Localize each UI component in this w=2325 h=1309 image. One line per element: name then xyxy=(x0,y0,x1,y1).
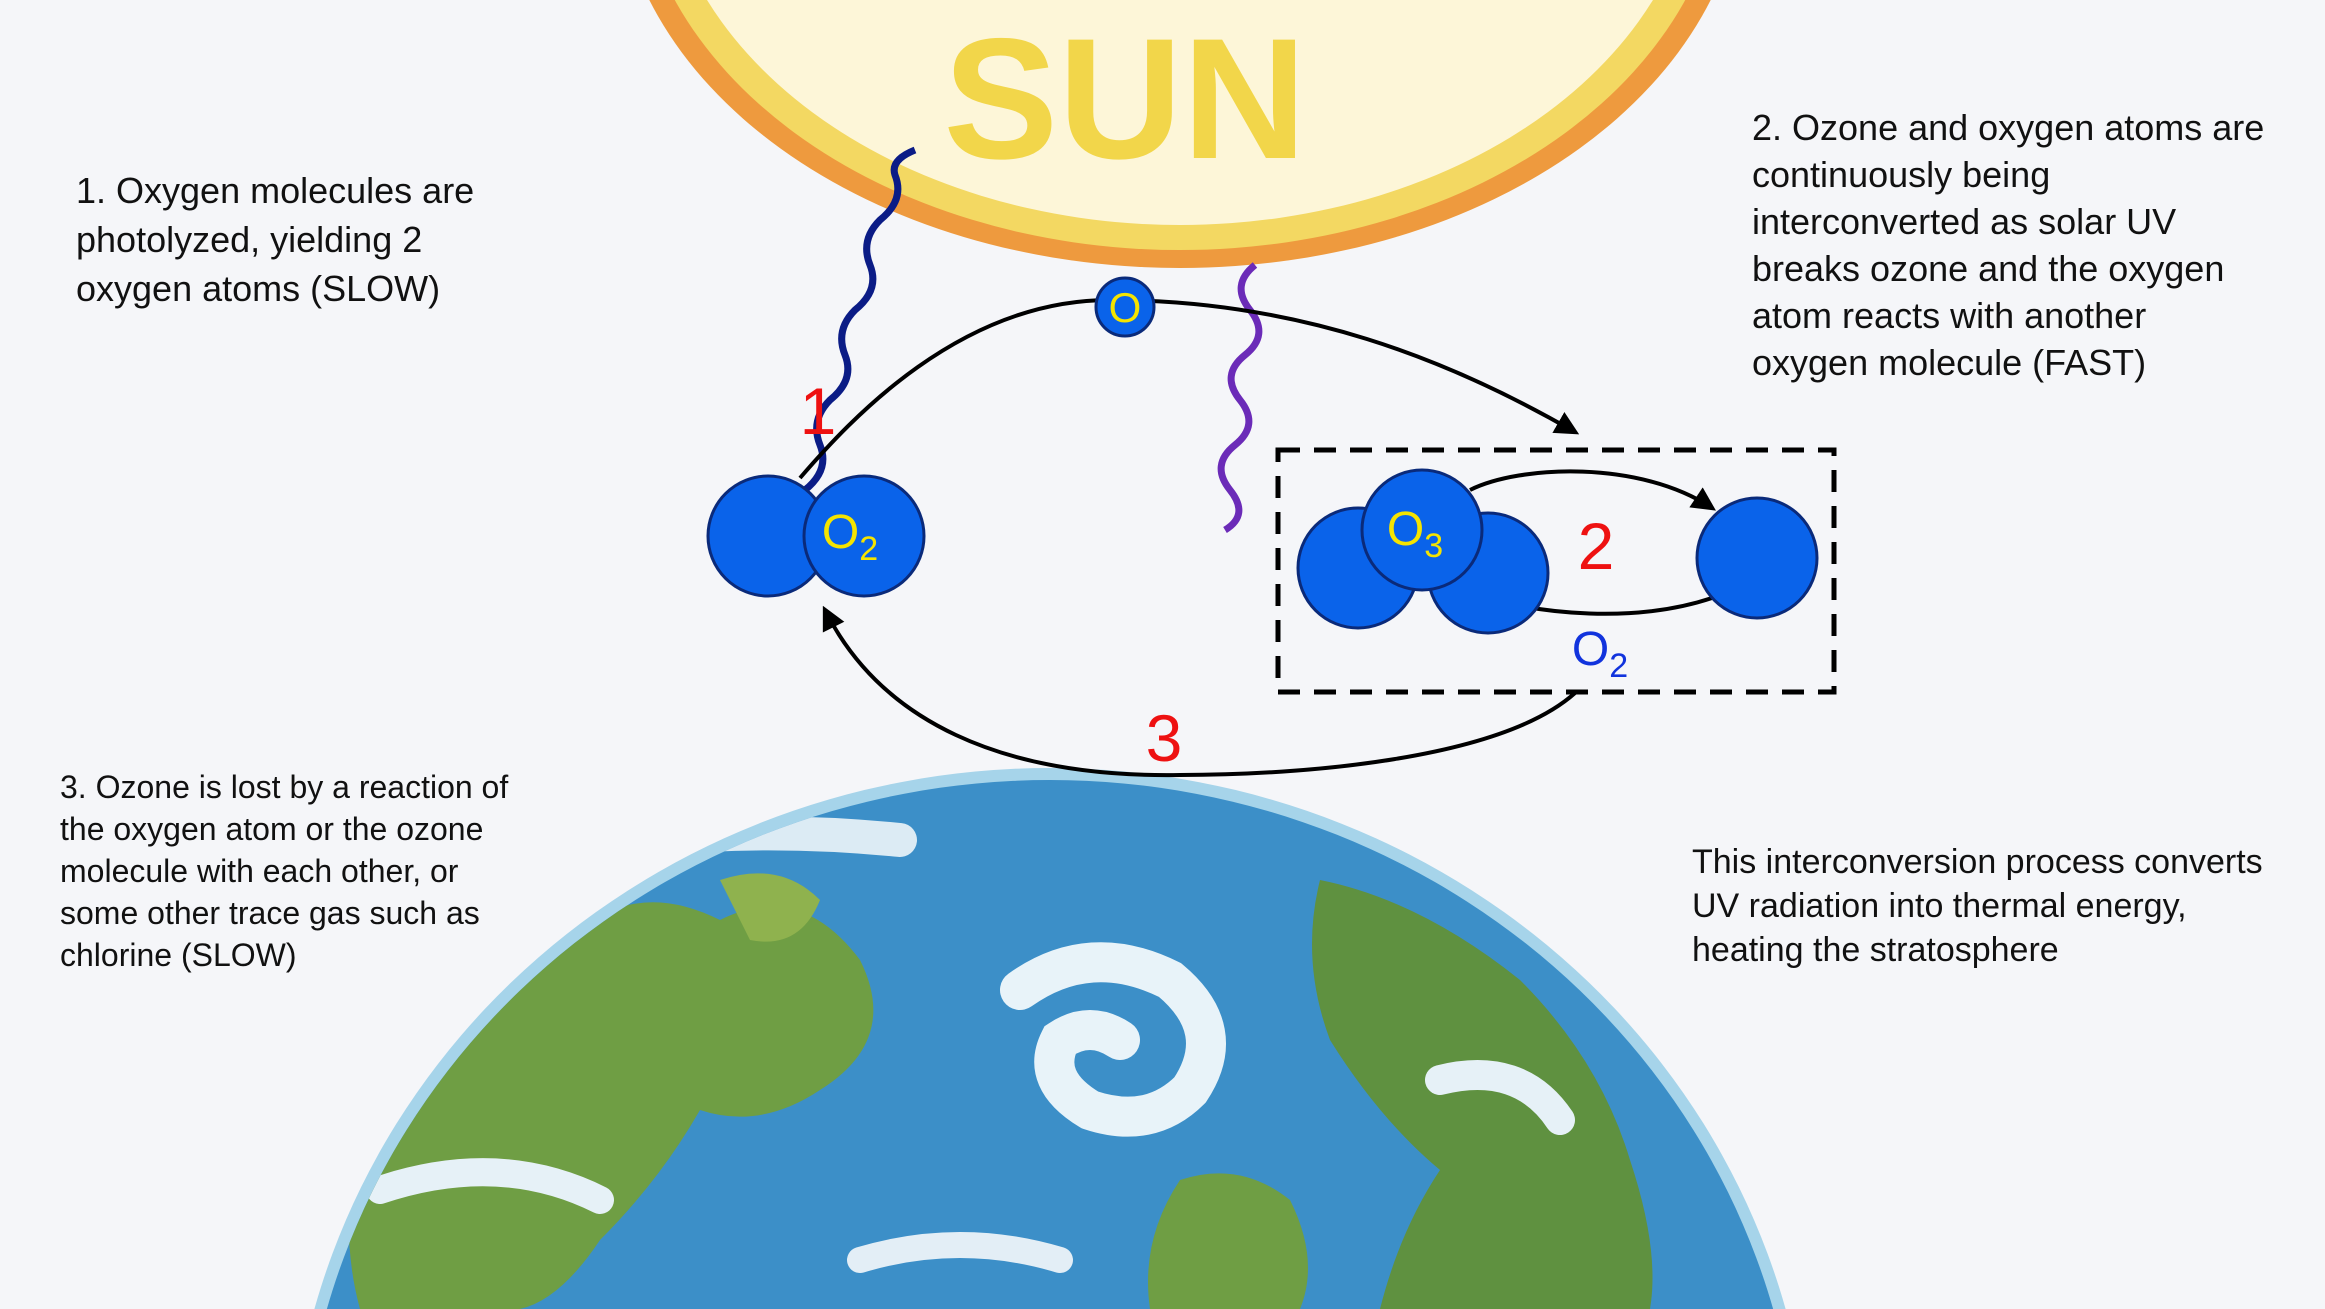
continent-eurasia xyxy=(1312,880,1653,1309)
arrow-o3-to-o xyxy=(1469,469,1716,511)
storm-swirl xyxy=(1000,942,1226,1137)
note-step-3: 3. Ozone is lost by a reaction of the ox… xyxy=(60,769,509,973)
sun-label: SUN xyxy=(943,3,1306,195)
step-number-1: 1 xyxy=(800,374,837,448)
note-step-2: 2. Ozone and oxygen atoms are continuous… xyxy=(1752,107,2265,383)
oxygen-atom: O xyxy=(1094,276,1156,338)
continent-africa xyxy=(1148,1173,1308,1309)
oxygen-atom-circle xyxy=(1094,276,1156,338)
cloud-band-3 xyxy=(1425,1060,1575,1135)
ozone-molecule: O3 xyxy=(1296,468,1550,635)
earth xyxy=(314,768,1786,1309)
o3-atom-c xyxy=(1360,468,1484,592)
o2-formula: O2 xyxy=(822,506,878,568)
o3-formula: O3 xyxy=(1387,503,1443,565)
oxygen-molecule: O2 xyxy=(706,474,926,598)
uv-ray-2 xyxy=(1217,262,1263,534)
oxygen-atom-label: O xyxy=(1109,284,1142,331)
arrow-loss-to-o2 xyxy=(822,605,1577,778)
note-heating: This interconversion process converts UV… xyxy=(1692,843,2263,969)
note-step-1: 1. Oxygen molecules are photolyzed, yiel… xyxy=(76,170,475,309)
sun: SUN xyxy=(649,0,1711,268)
free-oxygen-atom xyxy=(1695,496,1819,620)
sun-body xyxy=(707,0,1653,225)
step-number-3: 3 xyxy=(1146,701,1183,775)
step-number-2: 2 xyxy=(1578,509,1615,583)
cloud-band-2 xyxy=(366,1158,614,1214)
uv-ray-1 xyxy=(802,146,917,493)
o2-atom-b xyxy=(802,474,926,598)
continent-greenland xyxy=(720,873,820,942)
cloud-band-4 xyxy=(847,1232,1073,1273)
o2-label: O2 xyxy=(1572,623,1628,685)
